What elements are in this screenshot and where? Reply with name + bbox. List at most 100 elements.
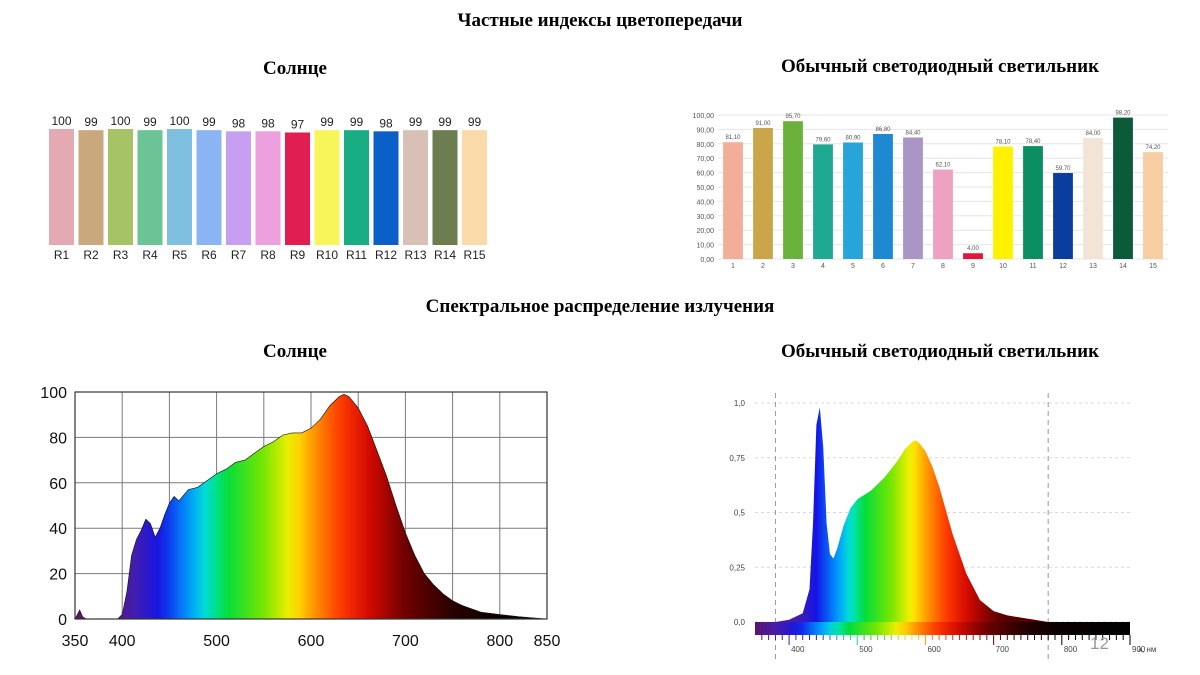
y-tick-label: 40 <box>49 521 67 538</box>
value-label-14: 98,20 <box>1115 111 1131 117</box>
category-label-2: 2 <box>761 263 765 270</box>
value-label-R11: 99 <box>350 115 364 129</box>
y-tick-label: 0,0 <box>734 618 746 627</box>
bar-R13 <box>403 130 428 245</box>
x-tick-label: 850 <box>534 633 561 650</box>
x-tick-label: 900 <box>1132 645 1146 654</box>
bar-5 <box>843 142 863 259</box>
y-tick-label: 100 <box>40 385 67 402</box>
value-label-5: 80,90 <box>845 136 861 142</box>
bar-9 <box>963 253 983 259</box>
panel-title-led-cri: Обычный светодиодный светильник <box>780 56 1100 77</box>
x-tick-label: 600 <box>927 645 941 654</box>
y-tick-label: 20,00 <box>696 228 714 235</box>
value-label-R1: 100 <box>51 114 71 128</box>
bar-R7 <box>226 131 251 245</box>
panel-title-led-spd: Обычный светодиодный светильник <box>780 341 1100 362</box>
category-label-R5: R5 <box>172 248 188 262</box>
bar-12 <box>1053 173 1073 259</box>
x-tick-label: 500 <box>859 645 873 654</box>
category-label-R6: R6 <box>201 248 217 262</box>
category-label-1: 1 <box>731 263 735 270</box>
y-tick-label: 0,00 <box>700 257 714 264</box>
y-tick-label: 10,00 <box>696 243 714 250</box>
category-label-15: 15 <box>1149 263 1157 270</box>
led-cri-chart: 0,00 10,00 20,00 30,00 40,00 50,00 60,00 70,00 8… <box>693 111 1168 270</box>
category-label-R15: R15 <box>463 248 485 262</box>
plot-frame <box>74 391 548 620</box>
sun-spd-chart: 0 20 40 60 80 100 350 400 500 600 700 800 850 <box>40 385 561 650</box>
y-tick-label: 0,5 <box>734 509 746 518</box>
panel-title-sun-cri: Солнце <box>263 58 327 79</box>
category-label-R1: R1 <box>54 248 70 262</box>
page-number: 12 <box>1090 634 1109 653</box>
spectrum-area <box>775 407 1049 622</box>
value-label-4: 79,60 <box>815 137 831 143</box>
value-label-6: 86,80 <box>875 127 891 133</box>
panel-title-sun-spd: Солнце <box>263 341 327 362</box>
category-label-4: 4 <box>821 263 825 270</box>
category-label-R8: R8 <box>260 248 276 262</box>
category-label-13: 13 <box>1089 263 1097 270</box>
value-label-10: 78,10 <box>995 140 1011 146</box>
category-label-R9: R9 <box>290 248 306 262</box>
bar-15 <box>1143 152 1163 259</box>
value-label-R4: 99 <box>143 115 157 129</box>
bar-R15 <box>462 130 487 245</box>
value-label-11: 78,40 <box>1025 139 1041 145</box>
y-tick-label: 70,00 <box>696 156 714 163</box>
bar-8 <box>933 169 953 259</box>
y-tick-label: 50,00 <box>696 185 714 192</box>
bar-13 <box>1083 138 1103 259</box>
bar-2 <box>753 127 773 260</box>
section-title-spd: Спектральное распределение излучения <box>425 296 775 317</box>
bar-R6 <box>196 130 222 245</box>
value-label-R10: 99 <box>320 115 334 129</box>
bar-R5 <box>167 129 192 245</box>
y-tick-label: 0 <box>58 612 67 629</box>
y-tick-label: 1,0 <box>734 399 746 408</box>
value-label-13: 84,00 <box>1085 131 1101 137</box>
bar-R14 <box>432 130 458 245</box>
category-label-11: 11 <box>1029 263 1036 270</box>
value-label-R14: 99 <box>438 115 452 129</box>
bar-R2 <box>78 130 104 245</box>
y-tick-label: 20 <box>49 567 67 584</box>
y-tick-label: 80,00 <box>696 142 714 149</box>
bar-1 <box>723 142 743 259</box>
value-label-R2: 99 <box>84 115 98 129</box>
section-title-cri: Частные индексы цветопередачи <box>457 10 743 31</box>
y-tick-label: 40,00 <box>696 199 714 206</box>
bar-14 <box>1113 117 1133 259</box>
bar-R12 <box>373 131 399 245</box>
value-label-1: 81,10 <box>725 135 741 141</box>
category-label-R10: R10 <box>316 248 338 262</box>
category-label-6: 6 <box>881 263 885 270</box>
x-tick-label: 800 <box>486 633 513 650</box>
value-label-R13: 99 <box>409 115 423 129</box>
spectrum-area <box>74 393 548 620</box>
category-label-R7: R7 <box>231 248 247 262</box>
y-tick-label: 0,75 <box>729 454 745 463</box>
category-label-14: 14 <box>1119 263 1127 270</box>
value-label-R3: 100 <box>110 114 130 128</box>
wavelength-scale-bar <box>755 622 1130 635</box>
x-tick-label: 500 <box>203 633 230 650</box>
category-label-12: 12 <box>1059 263 1067 270</box>
value-label-9: 4,00 <box>967 246 979 252</box>
category-label-R3: R3 <box>113 248 129 262</box>
value-label-7: 84,40 <box>905 130 921 136</box>
x-tick-label: 700 <box>996 645 1010 654</box>
value-label-R6: 99 <box>202 115 216 129</box>
bar-7 <box>903 137 923 259</box>
category-label-7: 7 <box>911 263 915 270</box>
bar-3 <box>783 121 803 259</box>
value-label-R7: 98 <box>232 116 246 130</box>
category-label-10: 10 <box>999 263 1007 270</box>
category-label-3: 3 <box>791 263 795 270</box>
value-label-R9: 97 <box>291 117 305 131</box>
bar-6 <box>873 134 893 259</box>
value-label-R8: 98 <box>261 116 275 130</box>
value-label-3: 95,70 <box>785 114 801 120</box>
